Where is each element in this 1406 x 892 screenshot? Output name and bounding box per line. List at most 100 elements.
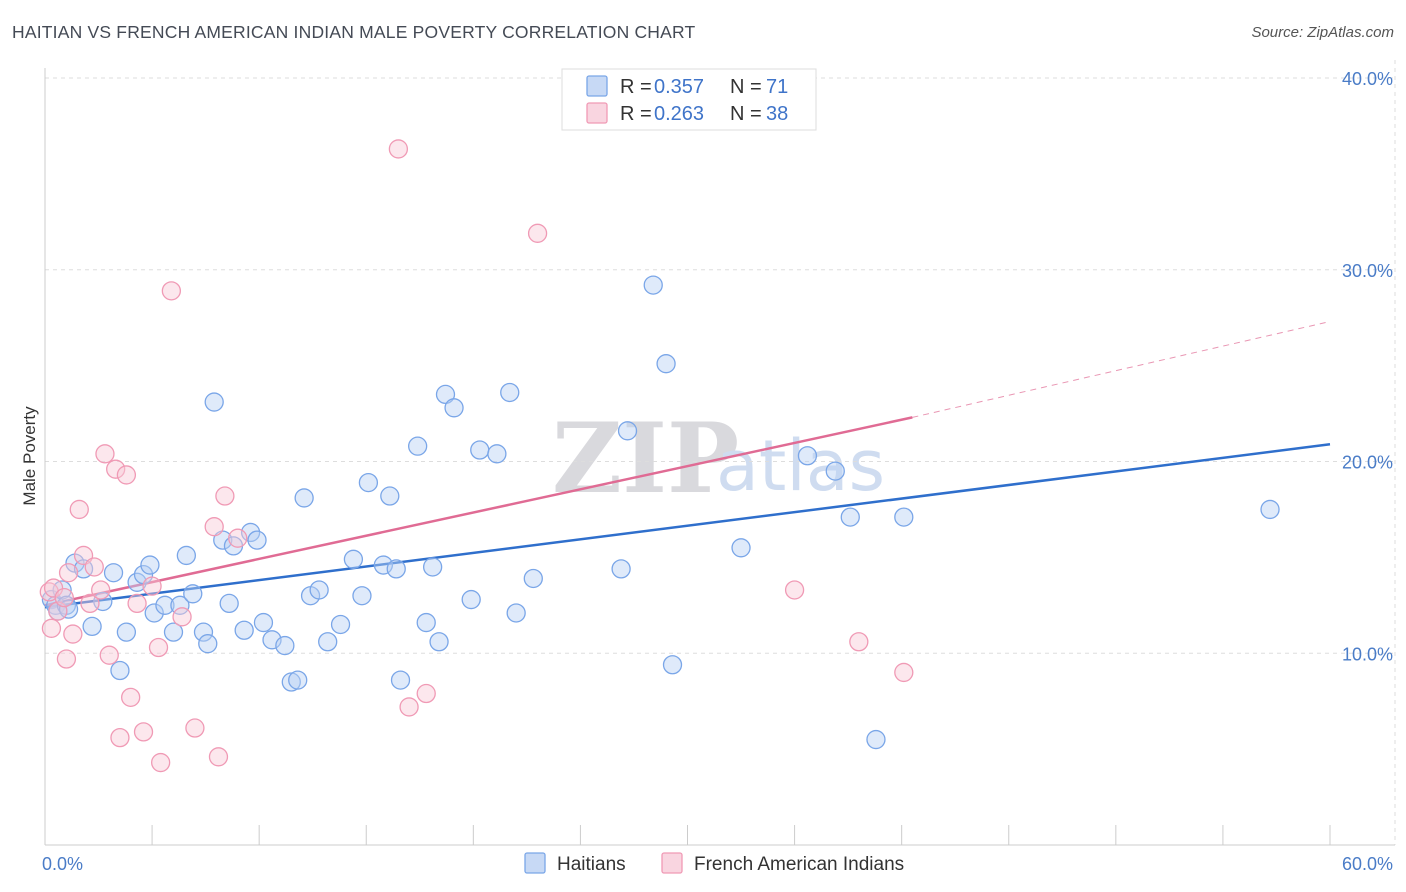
legend: R = 0.357 N = 71 R = 0.263 N = 38 — [561, 68, 817, 131]
trendline-extension-1 — [912, 321, 1331, 418]
point-0-18 — [163, 622, 184, 642]
point-0-40 — [330, 614, 351, 635]
trendlines — [44, 321, 1331, 609]
point-0-10 — [103, 563, 124, 583]
point-0-17 — [155, 595, 175, 615]
point-1-27 — [204, 517, 224, 537]
legend-swatch-haitians — [586, 75, 608, 97]
point-0-62 — [643, 275, 663, 295]
point-0-31 — [253, 612, 274, 633]
point-1-20 — [133, 722, 154, 742]
point-0-41 — [343, 549, 364, 569]
point-1-36 — [849, 632, 869, 652]
trendline-0 — [44, 443, 1331, 609]
legend-n-value-haitians: 71 — [766, 76, 788, 98]
point-1-33 — [416, 683, 436, 704]
legend-r-value-haitians: 0.357 — [654, 76, 704, 98]
point-0-15 — [140, 555, 160, 575]
point-0-60 — [611, 559, 631, 579]
y-tick-label-20: 20.0% — [1342, 453, 1393, 473]
x-tick-label-0: 0.0% — [42, 854, 83, 874]
point-0-8 — [82, 616, 102, 637]
point-1-32 — [399, 697, 419, 717]
point-0-49 — [416, 612, 436, 633]
point-0-65 — [731, 538, 751, 558]
point-0-58 — [506, 603, 526, 623]
point-0-46 — [386, 559, 406, 579]
watermark: ZIP atlas — [552, 402, 885, 515]
legend-n-label-french-american-indians: N = — [730, 103, 762, 125]
point-0-64 — [662, 655, 683, 675]
y-tick-label-30: 30.0% — [1342, 261, 1393, 281]
point-0-71 — [1260, 499, 1280, 520]
point-0-54 — [461, 589, 481, 610]
chart-title: HAITIAN VS FRENCH AMERICAN INDIAN MALE P… — [12, 22, 696, 42]
point-0-13 — [127, 572, 147, 592]
point-0-63 — [656, 354, 676, 374]
point-0-11 — [110, 660, 130, 681]
watermark-zip: ZIP — [552, 402, 739, 515]
point-1-4 — [54, 587, 74, 608]
point-0-69 — [866, 729, 886, 750]
point-1-6 — [58, 563, 79, 583]
point-0-21 — [183, 584, 203, 604]
point-1-13 — [95, 444, 115, 464]
point-1-12 — [91, 580, 111, 600]
point-0-43 — [358, 472, 379, 493]
point-0-24 — [204, 392, 224, 412]
point-1-35 — [784, 580, 805, 600]
point-0-57 — [500, 382, 520, 403]
watermark-atlas: atlas — [716, 425, 885, 507]
x-tick-label-1: 60.0% — [1342, 854, 1393, 874]
point-1-16 — [110, 727, 130, 748]
point-1-7 — [63, 624, 83, 644]
point-0-35 — [288, 670, 308, 690]
point-0-50 — [422, 557, 443, 577]
legend-r-value-french-american-indians: 0.263 — [654, 103, 704, 125]
point-1-21 — [142, 576, 162, 596]
point-0-16 — [144, 603, 164, 623]
point-0-55 — [470, 440, 490, 460]
point-1-34 — [527, 223, 548, 243]
point-1-17 — [116, 465, 137, 485]
point-0-59 — [523, 568, 543, 589]
bottom-legend-swatch-french-american-indians — [661, 852, 683, 874]
y-tick-label-10: 10.0% — [1342, 644, 1393, 664]
point-0-30 — [247, 530, 267, 550]
point-0-47 — [390, 670, 411, 690]
point-0-67 — [825, 461, 845, 481]
trendline-1 — [44, 416, 913, 607]
point-0-26 — [219, 593, 239, 614]
point-1-14 — [99, 645, 119, 665]
point-0-33 — [275, 635, 295, 656]
point-1-22 — [148, 637, 169, 658]
legend-r-label-haitians: R = — [620, 76, 652, 98]
point-0-70 — [894, 507, 914, 527]
point-1-19 — [127, 593, 147, 614]
point-1-10 — [80, 593, 100, 614]
point-0-19 — [170, 595, 190, 615]
point-0-12 — [116, 622, 137, 642]
point-0-66 — [797, 446, 818, 466]
point-1-30 — [228, 528, 248, 548]
point-1-23 — [150, 752, 171, 773]
bottom-legend-label-french-american-indians: French American Indians — [694, 854, 904, 875]
point-1-28 — [208, 747, 229, 767]
point-1-5 — [56, 649, 77, 669]
legend-r-label-french-american-indians: R = — [620, 103, 652, 125]
point-0-68 — [840, 507, 860, 527]
point-0-53 — [444, 398, 464, 418]
point-0-51 — [429, 632, 449, 652]
point-1-1 — [41, 618, 62, 638]
point-1-18 — [121, 687, 141, 708]
point-1-26 — [185, 718, 205, 738]
axes: 10.0% 20.0% 30.0% 40.0% 0.0% 60.0% — [42, 68, 1395, 874]
point-0-61 — [617, 421, 638, 441]
point-1-8 — [69, 499, 89, 520]
y-tick-label-40: 40.0% — [1342, 69, 1393, 89]
bottom-legend: Haitians French American Indians — [524, 852, 904, 875]
data-points — [39, 139, 1280, 773]
point-0-56 — [487, 444, 507, 464]
point-1-11 — [84, 557, 104, 577]
